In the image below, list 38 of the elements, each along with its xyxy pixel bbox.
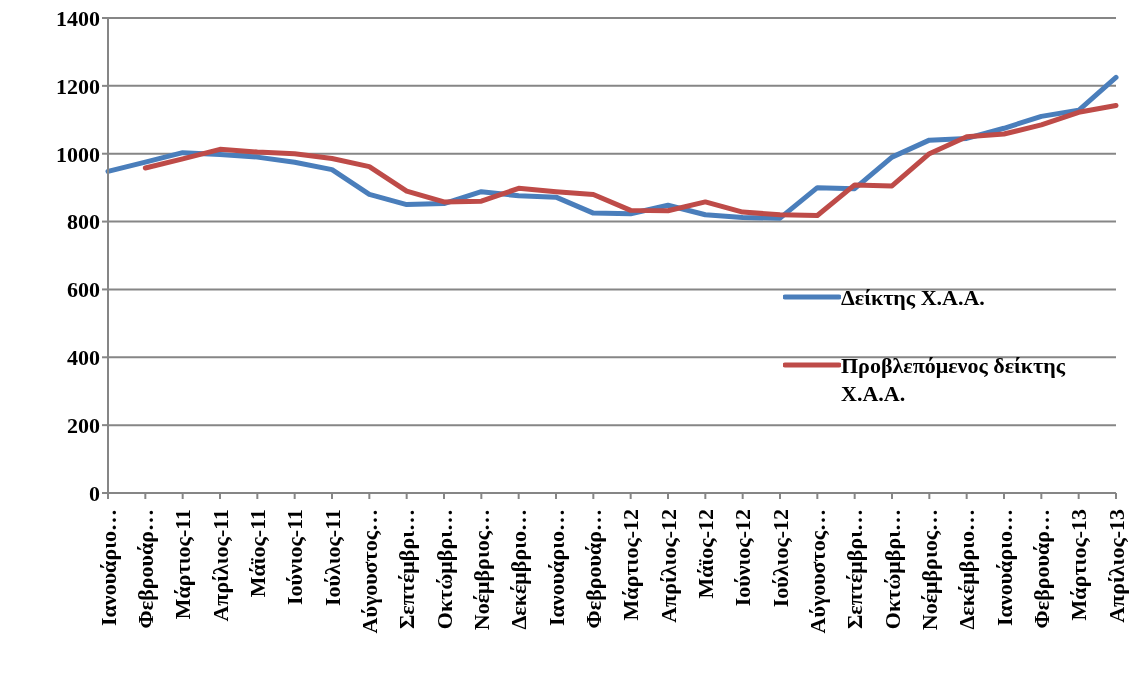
x-tick-label: Φεβρουάρ… <box>1028 509 1054 629</box>
x-tick-label: Φεβρουάρ… <box>580 509 606 629</box>
y-tick-label: 400 <box>67 345 100 371</box>
x-tick-label: Απρίλιος-11 <box>207 509 233 622</box>
x-tick-label: Ιούλιος-11 <box>319 509 345 607</box>
y-tick-label: 1000 <box>56 141 100 167</box>
x-tick-label: Μάϊος-12 <box>692 509 718 599</box>
legend-label: Δείκτης Χ.Α.Α. <box>841 284 986 312</box>
x-tick-label: Ιούνιος-11 <box>282 509 308 606</box>
y-tick-label: 1400 <box>56 5 100 31</box>
y-tick-label: 200 <box>67 412 100 438</box>
x-tick-label: Φεβρουάρ… <box>132 509 158 629</box>
x-tick-label: Μάϊος-11 <box>244 509 270 598</box>
x-tick-label: Νοέμβριος… <box>916 509 942 631</box>
x-tick-label: Ιανουάριο… <box>95 509 121 626</box>
x-tick-label: Δεκέμβριο… <box>506 509 532 630</box>
x-tick-label: Σεπτέμβρι… <box>394 509 420 630</box>
x-tick-label: Ιανουάριο… <box>991 509 1017 626</box>
x-tick-label: Ιούλιος-12 <box>767 509 793 608</box>
y-tick-label: 800 <box>67 209 100 235</box>
y-tick-label: 1200 <box>56 73 100 99</box>
x-tick-label: Απρίλιος-13 <box>1103 509 1129 623</box>
x-tick-label: Νοέμβριος… <box>468 509 494 631</box>
y-tick-label: 0 <box>89 480 100 506</box>
x-tick-label: Απρίλιος-12 <box>655 509 681 623</box>
x-tick-label: Σεπτέμβρι… <box>842 509 868 630</box>
y-tick-label: 600 <box>67 277 100 303</box>
x-tick-label: Ιανουάριο… <box>543 509 569 626</box>
x-tick-label: Δεκέμβριο… <box>954 509 980 630</box>
x-tick-label: Μάρτιος-13 <box>1066 509 1092 621</box>
x-tick-label: Μάρτιος-12 <box>618 509 644 621</box>
x-tick-label: Οκτώμβρι… <box>879 509 905 630</box>
x-tick-label: Ιούνιος-12 <box>730 509 756 607</box>
x-tick-label: Οκτώμβρι… <box>431 509 457 630</box>
x-tick-label: Αύγουστος… <box>356 509 382 634</box>
x-tick-label: Αύγουστος… <box>804 509 830 634</box>
x-tick-label: Μάρτιος-11 <box>170 509 196 620</box>
legend-label: Προβλεπόμενος δείκτης Χ.Α.Α. <box>841 352 1067 408</box>
